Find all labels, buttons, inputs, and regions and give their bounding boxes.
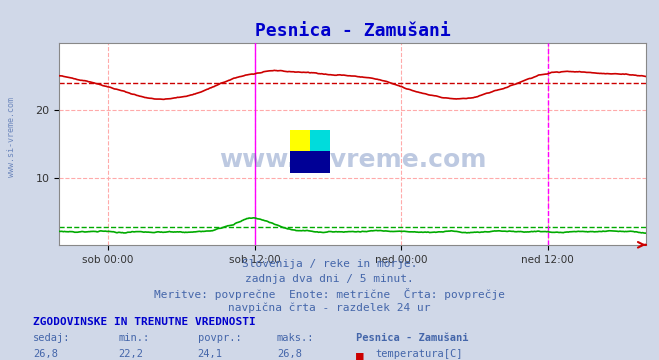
Text: sedaj:: sedaj: bbox=[33, 333, 71, 343]
Text: navpična črta - razdelek 24 ur: navpična črta - razdelek 24 ur bbox=[228, 302, 431, 313]
Text: ZGODOVINSKE IN TRENUTNE VREDNOSTI: ZGODOVINSKE IN TRENUTNE VREDNOSTI bbox=[33, 317, 256, 327]
Text: min.:: min.: bbox=[119, 333, 150, 343]
Text: 24,1: 24,1 bbox=[198, 349, 223, 359]
Text: 26,8: 26,8 bbox=[33, 349, 58, 359]
Text: zadnja dva dni / 5 minut.: zadnja dva dni / 5 minut. bbox=[245, 274, 414, 284]
Text: www.si-vreme.com: www.si-vreme.com bbox=[7, 97, 16, 177]
Text: ■: ■ bbox=[356, 349, 363, 360]
Text: Pesnica - Zamušani: Pesnica - Zamušani bbox=[356, 333, 469, 343]
Text: www.si-vreme.com: www.si-vreme.com bbox=[219, 148, 486, 172]
Text: Slovenija / reke in morje.: Slovenija / reke in morje. bbox=[242, 259, 417, 269]
Text: 26,8: 26,8 bbox=[277, 349, 302, 359]
Text: Meritve: povprečne  Enote: metrične  Črta: povprečje: Meritve: povprečne Enote: metrične Črta:… bbox=[154, 288, 505, 300]
Text: maks.:: maks.: bbox=[277, 333, 314, 343]
Title: Pesnica - Zamušani: Pesnica - Zamušani bbox=[254, 22, 451, 40]
Text: povpr.:: povpr.: bbox=[198, 333, 241, 343]
Text: 22,2: 22,2 bbox=[119, 349, 144, 359]
Text: temperatura[C]: temperatura[C] bbox=[376, 349, 463, 359]
